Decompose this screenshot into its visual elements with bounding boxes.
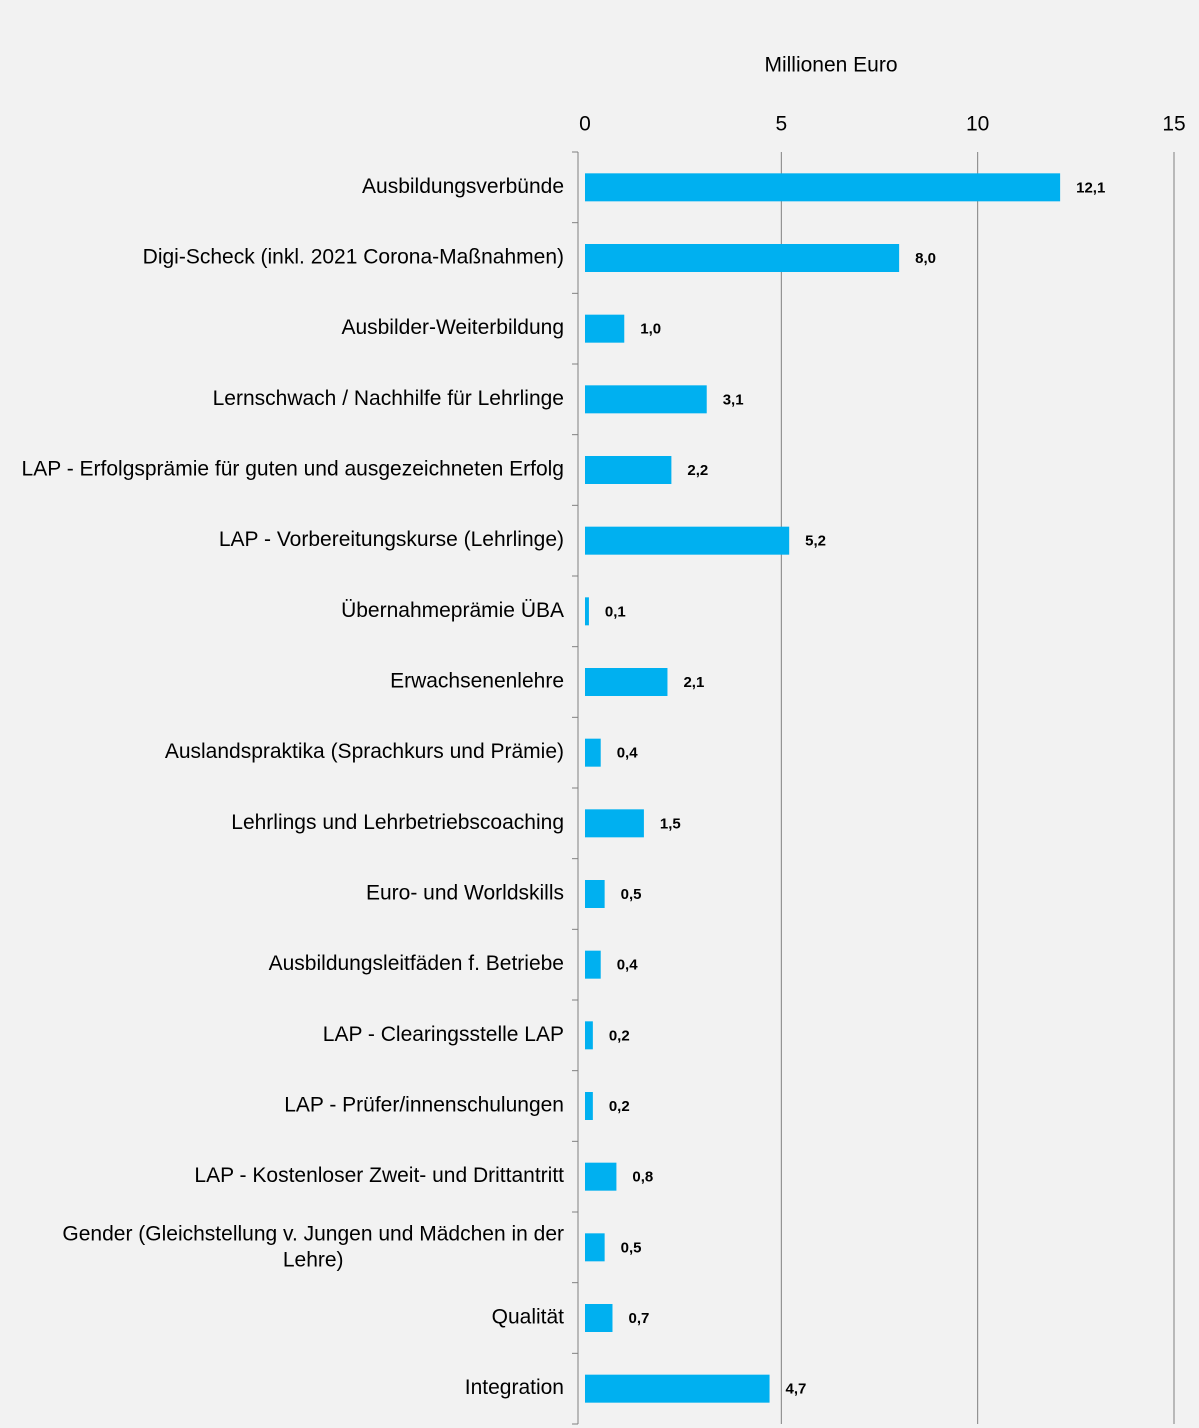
y-tick-label: Euro- und Worldskills: [366, 882, 564, 905]
value-label: 1,0: [640, 321, 661, 338]
y-tick-label: Gender (Gleichstellung v. Jungen und Mäd…: [62, 1222, 564, 1271]
bar: [585, 244, 900, 272]
y-tick-label: Ausbilder-Weiterbildung: [341, 316, 564, 339]
y-tick-label: Auslandspraktika (Sprachkurs und Prämie): [165, 740, 564, 763]
bar: [585, 1092, 593, 1120]
bar: [585, 809, 644, 838]
y-tick-label: Integration: [465, 1376, 564, 1399]
bar: [585, 668, 668, 696]
bar: [585, 597, 589, 626]
y-tick-label: Übernahmeprämie ÜBA: [341, 599, 564, 622]
y-tick-label: Ausbildungsleitfäden f. Betriebe: [269, 952, 564, 975]
bar: [585, 880, 605, 908]
bar: [585, 1374, 770, 1403]
value-label: 0,7: [628, 1310, 649, 1327]
y-tick-label: Lernschwach / Nachhilfe für Lehrlinge: [213, 387, 564, 410]
value-label: 5,2: [805, 533, 826, 550]
value-label: 0,5: [621, 1239, 642, 1256]
value-label: 0,8: [632, 1169, 653, 1186]
y-tick-label: Erwachsenenlehre: [390, 670, 564, 693]
x-tick-label: 5: [775, 113, 787, 136]
bar: [585, 1233, 605, 1262]
bar: [585, 526, 790, 555]
y-tick-label: LAP - Prüfer/innenschulungen: [284, 1094, 564, 1117]
value-label: 0,1: [605, 603, 626, 620]
bar: [585, 738, 601, 767]
y-tick-label: Ausbildungsverbünde: [362, 175, 564, 198]
y-tick-label: Qualität: [492, 1306, 565, 1329]
bar: [585, 1304, 613, 1332]
x-axis-label: Millionen Euro: [764, 54, 897, 77]
value-label: 0,4: [617, 957, 639, 974]
value-label: 0,5: [621, 886, 642, 903]
value-label: 0,4: [617, 745, 639, 762]
y-tick-label: Lehrlings und Lehrbetriebscoaching: [231, 811, 564, 834]
bar: [585, 385, 707, 414]
value-label: 2,1: [683, 674, 704, 691]
value-label: 8,0: [915, 250, 936, 267]
bar: [585, 1162, 617, 1191]
value-label: 0,2: [609, 1027, 630, 1044]
value-label: 12,1: [1076, 179, 1105, 196]
value-label: 0,2: [609, 1098, 630, 1115]
y-tick-label: LAP - Erfolgsprämie für guten und ausgez…: [22, 458, 564, 481]
bar: [585, 1021, 593, 1050]
value-label: 1,5: [660, 815, 681, 832]
value-label: 3,1: [723, 391, 744, 408]
bar: [585, 456, 672, 484]
value-label: 2,2: [687, 462, 708, 479]
x-tick-label: 10: [966, 113, 989, 136]
y-tick-label: Digi-Scheck (inkl. 2021 Corona-Maßnahmen…: [143, 246, 564, 269]
bar: [585, 314, 625, 343]
x-tick-label: 15: [1162, 113, 1185, 136]
y-tick-label: LAP - Kostenloser Zweit- und Drittantrit…: [194, 1164, 564, 1187]
value-label: 4,7: [786, 1381, 807, 1398]
y-tick-label: LAP - Clearingsstelle LAP: [323, 1023, 564, 1046]
x-tick-label: 0: [579, 113, 591, 136]
bar: [585, 950, 601, 979]
bar: [585, 173, 1061, 202]
y-tick-label: LAP - Vorbereitungskurse (Lehrlinge): [219, 528, 564, 551]
